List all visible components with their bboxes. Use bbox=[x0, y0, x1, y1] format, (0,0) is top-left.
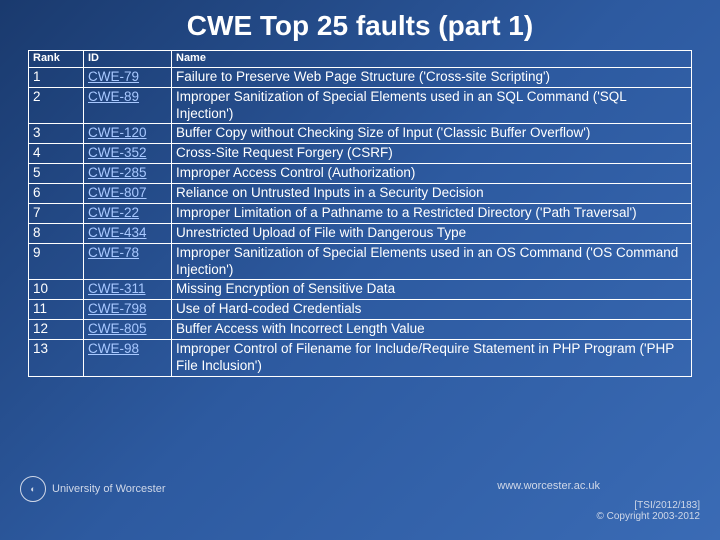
cell-rank: 12 bbox=[29, 320, 84, 340]
copyright: © Copyright 2003-2012 bbox=[596, 511, 700, 522]
cell-rank: 10 bbox=[29, 280, 84, 300]
cell-id: CWE-22 bbox=[84, 203, 172, 223]
cell-rank: 13 bbox=[29, 340, 84, 377]
cell-name: Reliance on Untrusted Inputs in a Securi… bbox=[172, 184, 692, 204]
cell-id: CWE-798 bbox=[84, 300, 172, 320]
table-row: 3 CWE-120 Buffer Copy without Checking Siz… bbox=[29, 124, 692, 144]
cell-rank: 11 bbox=[29, 300, 84, 320]
table-row: 10 CWE-311 Missing Encryption of Sensitive… bbox=[29, 280, 692, 300]
table-row: 4 CWE-352 Cross-Site Request Forgery (CSRF… bbox=[29, 144, 692, 164]
cell-rank: 7 bbox=[29, 203, 84, 223]
cell-name: Improper Access Control (Authorization) bbox=[172, 164, 692, 184]
table-row: 13 CWE-98 Improper Control of Filename for… bbox=[29, 340, 692, 377]
footer-ref: [TSI/2012/183] © Copyright 2003-2012 bbox=[596, 500, 700, 522]
cell-id: CWE-98 bbox=[84, 340, 172, 377]
slide-title: CWE Top 25 faults (part 1) bbox=[28, 10, 692, 42]
table-row: 12 CWE-805 Buffer Access with Incorrect Le… bbox=[29, 320, 692, 340]
table-row: 11 CWE-798 Use of Hard-coded Credentials bbox=[29, 300, 692, 320]
cwe-link[interactable]: CWE-798 bbox=[88, 301, 147, 316]
header-id: ID bbox=[84, 51, 172, 68]
cwe-link[interactable]: CWE-311 bbox=[88, 281, 146, 296]
cwe-link[interactable]: CWE-805 bbox=[88, 321, 147, 336]
cell-name: Buffer Access with Incorrect Length Valu… bbox=[172, 320, 692, 340]
table-row: 5 CWE-285 Improper Access Control (Authori… bbox=[29, 164, 692, 184]
cell-id: CWE-89 bbox=[84, 87, 172, 124]
cell-name: Unrestricted Upload of File with Dangero… bbox=[172, 223, 692, 243]
cell-name: Improper Limitation of a Pathname to a R… bbox=[172, 203, 692, 223]
logo-icon: ◐ bbox=[20, 476, 46, 502]
footer-logo: ◐ University of Worcester bbox=[20, 476, 166, 502]
cell-name: Buffer Copy without Checking Size of Inp… bbox=[172, 124, 692, 144]
slide: CWE Top 25 faults (part 1) Rank ID Name … bbox=[0, 0, 720, 540]
cwe-table: Rank ID Name 1 CWE-79 Failure to Preserve … bbox=[28, 50, 692, 377]
cell-rank: 8 bbox=[29, 223, 84, 243]
cell-name: Use of Hard-coded Credentials bbox=[172, 300, 692, 320]
cell-rank: 9 bbox=[29, 243, 84, 280]
cwe-link[interactable]: CWE-79 bbox=[88, 69, 139, 84]
table-header-row: Rank ID Name bbox=[29, 51, 692, 68]
cell-id: CWE-352 bbox=[84, 144, 172, 164]
table-row: 1 CWE-79 Failure to Preserve Web Page Stru… bbox=[29, 67, 692, 87]
cwe-link[interactable]: CWE-89 bbox=[88, 89, 139, 104]
cell-id: CWE-79 bbox=[84, 67, 172, 87]
cwe-link[interactable]: CWE-352 bbox=[88, 145, 147, 160]
table-row: 6 CWE-807 Reliance on Untrusted Inputs in … bbox=[29, 184, 692, 204]
cell-rank: 5 bbox=[29, 164, 84, 184]
logo-text: University of Worcester bbox=[52, 483, 166, 495]
cell-rank: 4 bbox=[29, 144, 84, 164]
cell-name: Improper Sanitization of Special Element… bbox=[172, 87, 692, 124]
table-row: 9 CWE-78 Improper Sanitization of Special … bbox=[29, 243, 692, 280]
footer-url: www.worcester.ac.uk bbox=[497, 480, 600, 492]
table-row: 2 CWE-89 Improper Sanitization of Special … bbox=[29, 87, 692, 124]
cell-name: Missing Encryption of Sensitive Data bbox=[172, 280, 692, 300]
cell-id: CWE-285 bbox=[84, 164, 172, 184]
cell-name: Failure to Preserve Web Page Structure (… bbox=[172, 67, 692, 87]
table-row: 7 CWE-22 Improper Limitation of a Pathname… bbox=[29, 203, 692, 223]
header-name: Name bbox=[172, 51, 692, 68]
cwe-link[interactable]: CWE-120 bbox=[88, 125, 147, 140]
cell-rank: 3 bbox=[29, 124, 84, 144]
cell-id: CWE-78 bbox=[84, 243, 172, 280]
cwe-link[interactable]: CWE-22 bbox=[88, 205, 139, 220]
cwe-link[interactable]: CWE-285 bbox=[88, 165, 147, 180]
cell-id: CWE-311 bbox=[84, 280, 172, 300]
cwe-link[interactable]: CWE-98 bbox=[88, 341, 139, 356]
cell-name: Cross-Site Request Forgery (CSRF) bbox=[172, 144, 692, 164]
cell-rank: 1 bbox=[29, 67, 84, 87]
cwe-link[interactable]: CWE-807 bbox=[88, 185, 147, 200]
header-rank: Rank bbox=[29, 51, 84, 68]
cell-name: Improper Sanitization of Special Element… bbox=[172, 243, 692, 280]
cell-id: CWE-434 bbox=[84, 223, 172, 243]
cwe-link[interactable]: CWE-78 bbox=[88, 245, 139, 260]
table-row: 8 CWE-434 Unrestricted Upload of File with… bbox=[29, 223, 692, 243]
cell-id: CWE-120 bbox=[84, 124, 172, 144]
cell-name: Improper Control of Filename for Include… bbox=[172, 340, 692, 377]
cell-rank: 2 bbox=[29, 87, 84, 124]
cell-id: CWE-805 bbox=[84, 320, 172, 340]
cell-rank: 6 bbox=[29, 184, 84, 204]
cell-id: CWE-807 bbox=[84, 184, 172, 204]
cwe-link[interactable]: CWE-434 bbox=[88, 225, 147, 240]
ref-code: [TSI/2012/183] bbox=[634, 500, 700, 511]
